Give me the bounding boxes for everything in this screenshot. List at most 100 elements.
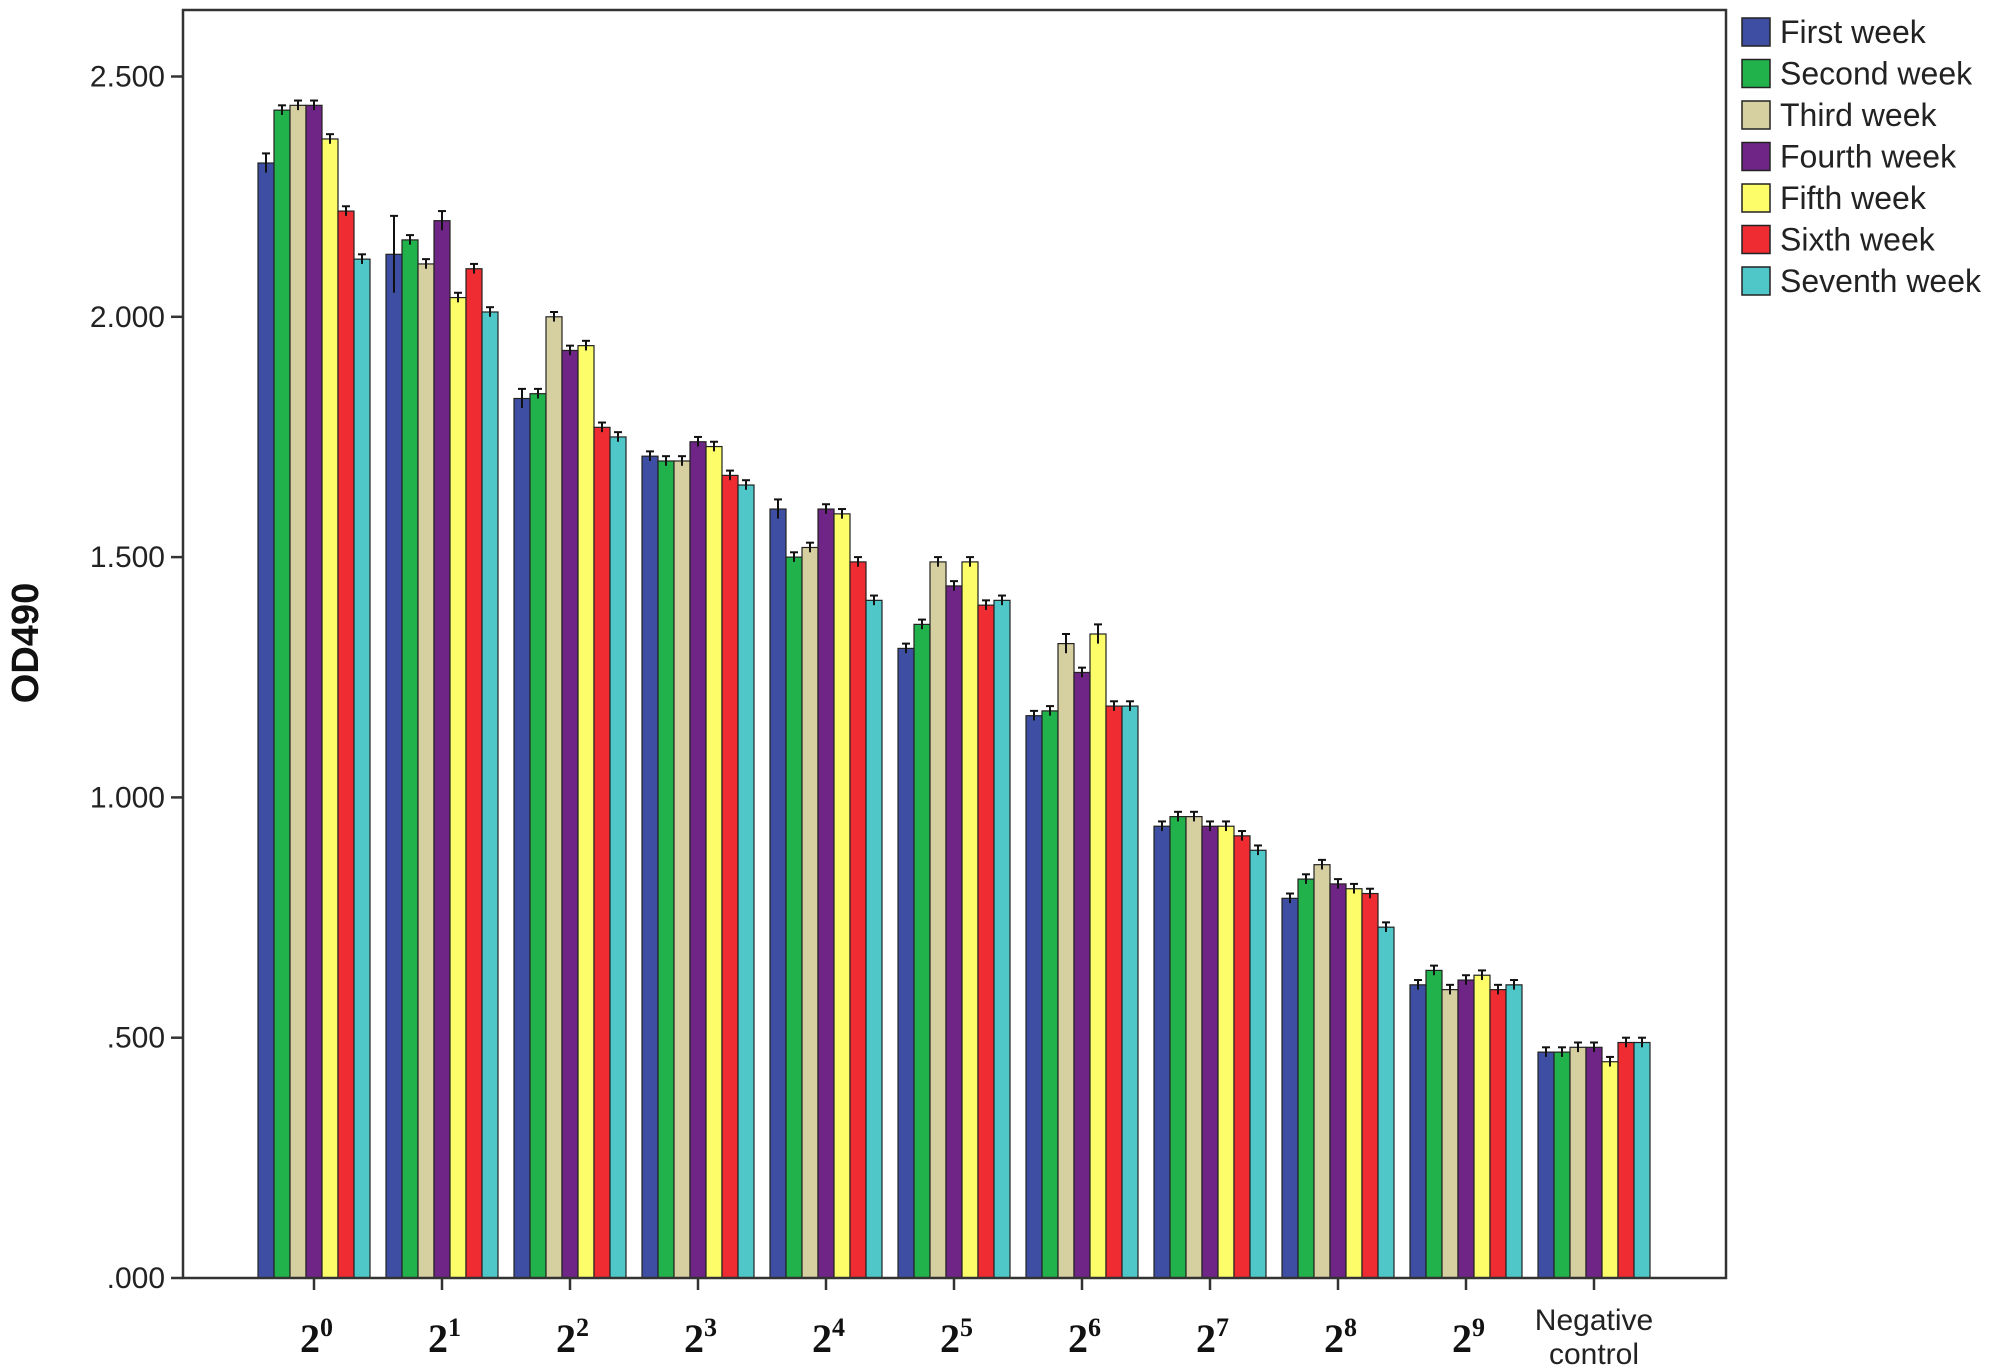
bar-second-week-1 [401,239,419,1279]
x-tick-label-exponent: 0 [320,1313,333,1342]
legend-swatch-fifth-week [1741,183,1771,213]
legend-swatch-sixth-week [1741,224,1771,255]
legend-label: Fourth week [1780,139,1957,175]
legend-swatch-third-week [1741,100,1771,130]
y-axis-title: OD490 [5,583,47,703]
bar-third-week-0 [289,104,307,1279]
y-tick-label: 1.000 [90,781,165,814]
bar-fifth-week-0 [321,138,339,1279]
bar-fourth-week-4 [817,508,835,1279]
bar-first-week-1 [385,253,403,1279]
bar-third-week-2 [545,316,563,1279]
legend-swatch-first-week [1741,17,1771,47]
bar-fifth-week-8 [1345,888,1363,1279]
bar-second-week-7 [1169,816,1187,1279]
x-tick-label-exponent: 2 [576,1313,589,1342]
y-tick-label: 1.500 [90,541,165,574]
x-tick-label-exponent: 6 [1088,1313,1101,1342]
bar-first-week-10 [1537,1051,1555,1279]
bar-sixth-week-3 [721,474,739,1279]
bar-second-week-4 [785,556,803,1279]
bar-second-week-6 [1041,710,1059,1279]
bar-fourth-week-8 [1329,883,1347,1279]
bar-third-week-8 [1313,864,1331,1279]
legend-label: Sixth week [1780,222,1936,258]
bar-seventh-week-1 [481,311,499,1279]
bar-sixth-week-8 [1361,892,1379,1279]
legend-label: Third week [1780,97,1938,133]
legend-label: Seventh week [1780,263,1982,299]
legend-label: Fifth week [1780,180,1927,216]
x-tick-label-exponent: 1 [448,1313,461,1342]
y-tick-label: 2.500 [90,61,165,94]
bar-third-week-6 [1057,643,1075,1279]
bar-second-week-2 [529,393,547,1279]
bar-fourth-week-10 [1585,1046,1603,1279]
bar-first-week-6 [1025,715,1043,1279]
legend-swatch-second-week [1741,58,1771,89]
bar-fourth-week-2 [561,349,579,1279]
bar-third-week-5 [929,561,947,1279]
bar-first-week-3 [641,455,659,1279]
bar-third-week-10 [1569,1046,1587,1279]
x-tick-label-exponent: 7 [1216,1313,1229,1342]
bar-seventh-week-8 [1377,926,1395,1279]
legend-label: First week [1780,14,1927,50]
x-tick-label-exponent: 8 [1344,1313,1357,1342]
bar-sixth-week-0 [337,210,355,1279]
bar-seventh-week-3 [737,484,755,1279]
bar-seventh-week-6 [1121,705,1139,1279]
y-tick-label: .500 [107,1022,165,1055]
bar-fourth-week-1 [433,220,451,1279]
bar-first-week-0 [257,162,275,1279]
bar-fifth-week-5 [961,561,979,1279]
bar-first-week-2 [513,397,531,1279]
bar-seventh-week-10 [1633,1041,1651,1279]
legend-label: Second week [1780,56,1973,92]
x-tick-label-exponent: 5 [960,1313,973,1342]
bar-fourth-week-3 [689,441,707,1279]
bar-seventh-week-5 [993,599,1011,1279]
bar-fourth-week-7 [1201,825,1219,1279]
bar-fifth-week-10 [1601,1061,1619,1279]
bar-fifth-week-9 [1473,974,1491,1279]
bar-sixth-week-5 [977,604,995,1279]
bar-first-week-4 [769,508,787,1279]
bar-seventh-week-4 [865,599,883,1279]
bar-second-week-8 [1297,878,1315,1279]
bar-first-week-9 [1409,984,1427,1279]
bar-sixth-week-1 [465,268,483,1279]
bar-first-week-7 [1153,825,1171,1279]
bar-fifth-week-1 [449,296,467,1279]
bar-fifth-week-7 [1217,825,1235,1279]
bar-seventh-week-7 [1249,849,1267,1279]
bar-third-week-4 [801,546,819,1279]
bar-third-week-1 [417,263,435,1279]
bar-sixth-week-6 [1105,705,1123,1279]
x-tick-label: 25 [940,1313,973,1361]
bar-sixth-week-4 [849,561,867,1279]
x-tick-label: Negative [1535,1304,1653,1337]
x-tick-label: control [1549,1338,1639,1371]
bar-second-week-10 [1553,1051,1571,1279]
bar-sixth-week-10 [1617,1041,1635,1279]
legend-swatch-seventh-week [1741,266,1771,296]
bar-fourth-week-9 [1457,979,1475,1279]
bar-fourth-week-5 [945,585,963,1279]
y-tick-label: 2.000 [90,301,165,334]
x-tick-label-exponent: 3 [704,1313,717,1342]
bar-fifth-week-6 [1089,633,1107,1279]
bar-fifth-week-3 [705,445,723,1279]
legend-swatch-fourth-week [1741,141,1771,172]
bar-fifth-week-2 [577,345,595,1279]
x-tick-label-exponent: 9 [1472,1313,1485,1342]
bar-second-week-3 [657,460,675,1279]
legend: First week Second week Third week Fourth we… [1741,14,1982,299]
bar-second-week-9 [1425,969,1443,1279]
bar-sixth-week-7 [1233,835,1251,1279]
error-bars-layer [262,99,1646,1067]
bar-seventh-week-9 [1505,984,1523,1279]
bar-fifth-week-4 [833,513,851,1279]
